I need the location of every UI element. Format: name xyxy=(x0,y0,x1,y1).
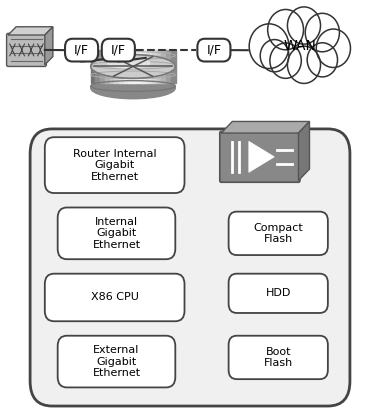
Text: I/F: I/F xyxy=(111,44,126,56)
FancyBboxPatch shape xyxy=(30,129,350,406)
FancyBboxPatch shape xyxy=(45,137,184,193)
Ellipse shape xyxy=(91,55,175,78)
Bar xyxy=(133,50,138,83)
Bar xyxy=(147,50,152,83)
Polygon shape xyxy=(299,122,310,181)
FancyBboxPatch shape xyxy=(197,39,231,61)
Text: Internal
Gigabit
Ethernet: Internal Gigabit Ethernet xyxy=(92,217,141,250)
Ellipse shape xyxy=(108,59,150,68)
Text: External
Gigabit
Ethernet: External Gigabit Ethernet xyxy=(92,345,141,378)
Text: I/F: I/F xyxy=(206,44,221,56)
Text: X86 CPU: X86 CPU xyxy=(91,293,139,303)
Bar xyxy=(124,50,129,83)
Text: Compact
Flash: Compact Flash xyxy=(254,222,303,244)
Polygon shape xyxy=(45,27,53,65)
Circle shape xyxy=(305,13,339,52)
Bar xyxy=(119,50,124,83)
FancyBboxPatch shape xyxy=(220,132,300,182)
Circle shape xyxy=(268,10,304,50)
Circle shape xyxy=(287,7,321,44)
FancyBboxPatch shape xyxy=(65,39,98,61)
Circle shape xyxy=(260,39,289,72)
Bar xyxy=(110,50,115,83)
Bar xyxy=(91,50,96,83)
Bar xyxy=(105,50,110,83)
Circle shape xyxy=(249,24,289,68)
FancyBboxPatch shape xyxy=(229,273,328,313)
Bar xyxy=(138,50,143,83)
Bar xyxy=(142,50,148,83)
Polygon shape xyxy=(221,122,310,133)
Bar xyxy=(152,50,157,83)
Circle shape xyxy=(316,29,351,68)
Bar xyxy=(156,50,162,83)
FancyBboxPatch shape xyxy=(229,336,328,379)
FancyBboxPatch shape xyxy=(102,39,135,61)
Text: Router Internal
Gigabit
Ethernet: Router Internal Gigabit Ethernet xyxy=(73,149,156,182)
FancyBboxPatch shape xyxy=(58,336,175,388)
Bar xyxy=(128,50,134,83)
Bar xyxy=(166,50,171,83)
Circle shape xyxy=(287,46,321,83)
Bar xyxy=(170,50,176,83)
Bar xyxy=(96,50,101,83)
FancyBboxPatch shape xyxy=(58,208,175,259)
Text: Boot
Flash: Boot Flash xyxy=(263,347,293,368)
Polygon shape xyxy=(249,142,274,172)
Bar xyxy=(161,50,167,83)
Text: HDD: HDD xyxy=(266,288,291,298)
Circle shape xyxy=(307,43,338,77)
FancyBboxPatch shape xyxy=(7,33,46,66)
FancyBboxPatch shape xyxy=(45,273,184,321)
FancyBboxPatch shape xyxy=(229,212,328,255)
Ellipse shape xyxy=(91,77,175,99)
Circle shape xyxy=(270,43,301,78)
Polygon shape xyxy=(8,27,53,35)
Text: WAN: WAN xyxy=(284,39,317,53)
Bar xyxy=(100,50,106,83)
Bar xyxy=(114,50,120,83)
Text: I/F: I/F xyxy=(74,44,89,56)
